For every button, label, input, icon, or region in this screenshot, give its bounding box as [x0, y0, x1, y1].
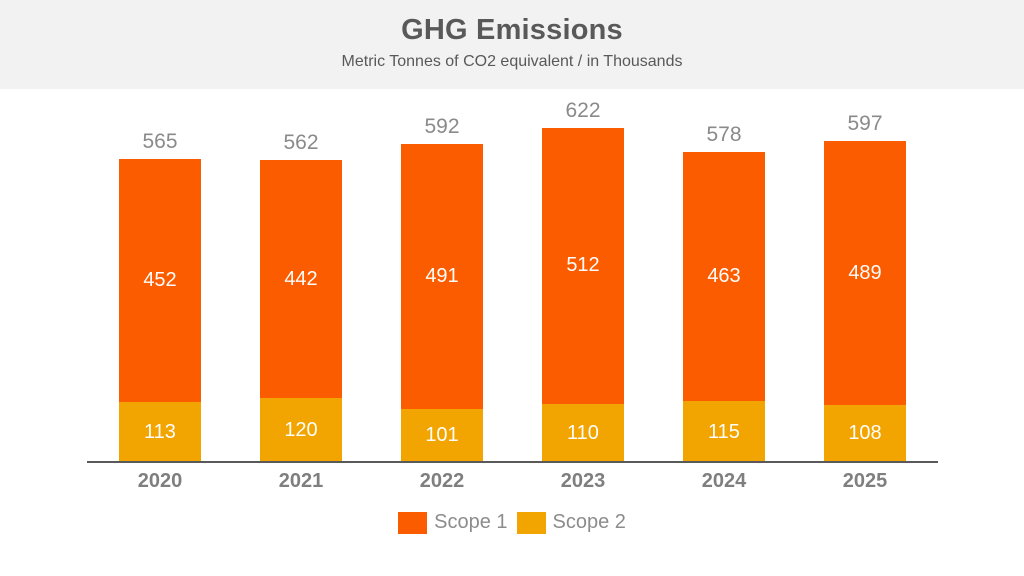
legend-swatch-icon — [398, 511, 428, 534]
segment-value-label: 113 — [144, 421, 176, 444]
bar-segment-scope-1: 442 — [260, 160, 342, 399]
x-axis-label-2023: 2023 — [560, 470, 606, 492]
bar-segment-scope-1: 512 — [542, 128, 624, 404]
segment-value-label: 442 — [284, 267, 318, 290]
stacked-bar-2025: 489 108 — [824, 141, 906, 463]
x-axis-label-2020: 2020 — [137, 470, 183, 492]
bar-segment-scope-1: 463 — [683, 151, 765, 402]
total-label: 592 — [424, 115, 460, 139]
bar-segment-scope-1: 452 — [119, 158, 201, 403]
legend-item-scope-1: Scope 1 — [398, 511, 508, 534]
total-label: 565 — [142, 129, 178, 153]
bar-segment-scope-2: 110 — [542, 403, 624, 463]
stacked-bar-2020: 452 113 — [119, 158, 201, 463]
segment-value-label: 463 — [707, 264, 741, 287]
stacked-bar-2022: 491 101 — [401, 144, 483, 463]
bar-group-2024: 578 463 115 — [683, 123, 765, 463]
chart-subtitle: Metric Tonnes of CO2 equivalent / in Tho… — [341, 53, 683, 70]
x-axis-label-2024: 2024 — [701, 470, 747, 492]
plot-area: 565 452 113 562 442 120 592 491 101 622 512 110 578 4… — [87, 88, 938, 463]
x-axis-label-2025: 2025 — [842, 470, 888, 492]
x-axis-label-2021: 2021 — [278, 470, 324, 492]
legend-item-scope-2: Scope 2 — [516, 511, 626, 534]
segment-value-label: 108 — [848, 422, 882, 445]
segment-value-label: 491 — [425, 264, 459, 287]
bar-group-2023: 622 512 110 — [542, 99, 624, 463]
bar-segment-scope-2: 120 — [260, 398, 342, 463]
bar-group-2022: 592 491 101 — [401, 115, 483, 463]
x-axis-label-2022: 2022 — [419, 470, 465, 492]
chart-header: GHG Emissions Metric Tonnes of CO2 equiv… — [0, 0, 1024, 89]
bar-segment-scope-2: 115 — [683, 401, 765, 463]
total-label: 562 — [283, 131, 319, 155]
bar-group-2020: 565 452 113 — [119, 130, 201, 463]
segment-value-label: 512 — [566, 254, 600, 277]
segment-value-label: 452 — [143, 268, 177, 291]
bars-container: 565 452 113 562 442 120 592 491 101 622 512 110 578 4… — [87, 88, 938, 463]
bar-segment-scope-2: 108 — [824, 404, 906, 463]
legend: Scope 1 Scope 2 — [0, 511, 1024, 534]
bar-segment-scope-1: 489 — [824, 141, 906, 405]
x-axis-labels: 2020 2021 2022 2023 2024 2025 — [87, 470, 938, 493]
stacked-bar-2023: 512 110 — [542, 128, 624, 463]
bar-group-2025: 597 489 108 — [824, 112, 906, 463]
bar-group-2021: 562 442 120 — [260, 131, 342, 463]
chart-title: GHG Emissions — [401, 14, 623, 46]
segment-value-label: 101 — [425, 424, 459, 447]
legend-label: Scope 2 — [552, 511, 626, 533]
total-label: 597 — [847, 112, 883, 136]
stacked-bar-2021: 442 120 — [260, 160, 342, 463]
legend-swatch-icon — [516, 511, 546, 534]
total-label: 622 — [565, 99, 601, 123]
segment-value-label: 120 — [284, 419, 318, 442]
segment-value-label: 110 — [567, 421, 599, 444]
segment-value-label: 489 — [848, 261, 882, 284]
legend-label: Scope 1 — [434, 511, 508, 533]
bar-segment-scope-1: 491 — [401, 144, 483, 409]
bar-segment-scope-2: 101 — [401, 408, 483, 463]
stacked-bar-2024: 463 115 — [683, 151, 765, 463]
x-axis-line — [87, 461, 938, 463]
bar-segment-scope-2: 113 — [119, 402, 201, 463]
segment-value-label: 115 — [708, 420, 740, 443]
total-label: 578 — [706, 122, 742, 146]
